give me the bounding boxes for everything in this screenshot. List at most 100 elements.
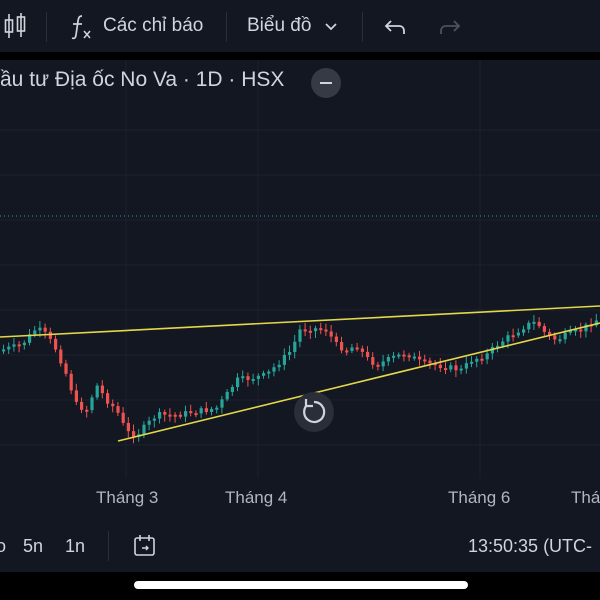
range-button-1y[interactable]: 1n [65,535,86,556]
candle-body [511,335,515,338]
candle-body [288,351,292,355]
candle-body [568,330,572,333]
candle-body [178,414,182,417]
x-axis-label-cut: Tháng [571,488,600,507]
candle-body [267,371,271,374]
clock-timezone[interactable]: 13:50:35 (UTC- [468,535,593,556]
home-indicator[interactable] [134,581,468,589]
candle-body [371,357,375,365]
candle-body [230,387,234,392]
candle-body [272,367,276,372]
candle-body [17,344,21,347]
candle-body [194,413,198,416]
symbol-title[interactable]: ầu tư Địa ốc No Va · 1D · HSX [0,68,285,91]
candle-body [418,356,422,360]
candle-body [407,355,411,358]
candle-body [355,347,359,350]
candle-body [90,397,94,411]
redo-button[interactable] [436,0,462,52]
candle-body [64,363,68,374]
range-button-partial[interactable]: o [0,535,7,556]
candle-body [277,364,281,368]
candle-body [189,411,193,414]
candles-icon [4,13,26,38]
chart-type-button[interactable] [2,0,28,52]
calendar-range-icon [134,535,155,556]
redo-icon [440,20,461,34]
chart-pane[interactable] [0,60,600,520]
collapse-legend-button[interactable] [311,68,341,98]
undo-icon [384,20,405,34]
candle-body [48,331,52,339]
reset-chart-button[interactable] [294,392,334,432]
candle-body [438,364,442,369]
candle-body [470,361,474,364]
candle-body [490,346,494,354]
candle-body [537,321,541,327]
chart-menu-label: Biểu đồ [247,15,312,36]
candle-body [106,393,110,404]
lower-trendline [117,322,600,442]
candle-body [147,420,151,425]
toolbar-separator [0,52,600,60]
chart-grid [0,60,600,478]
candle-body [397,354,401,357]
candle-body [111,403,115,407]
candle-body [496,345,500,348]
candle-body [319,328,323,331]
candle-body [173,414,177,417]
candle-body [558,339,562,342]
candle-body [402,354,406,357]
candle-body [168,414,172,417]
candle-body [298,329,302,342]
candle-body [74,390,78,402]
candle-body [163,412,167,415]
indicators-button[interactable]: Các chỉ báo [68,0,203,52]
candle-body [28,334,32,343]
range-button-5y[interactable]: 5n [23,535,44,556]
candle-body [574,329,578,332]
candle-body [501,341,505,346]
candle-body [360,348,364,352]
candle-body [293,341,297,352]
chart-menu-button[interactable]: Biểu đồ [247,0,342,52]
candle-body [95,385,99,398]
candle-body [506,335,510,342]
candle-body [516,332,520,336]
candle-body [132,431,136,437]
candle-body [69,373,73,391]
candle-body [527,322,531,330]
top-toolbar: Các chỉ báo Biểu đồ [0,0,600,52]
candle-body [475,358,479,362]
candle-body [579,329,583,332]
candle-body [262,373,266,376]
candle-body [345,350,349,353]
x-axis-label-april: Tháng 4 [225,488,288,507]
candle-body [80,401,84,410]
chevron-down-icon [325,23,338,31]
undo-button[interactable] [383,0,409,52]
candle-body [324,329,328,332]
candle-body [236,377,240,388]
candle-body [43,327,47,332]
candle-body [142,424,146,435]
candle-body [184,411,188,417]
candle-body [392,355,396,358]
candle-body [423,359,427,362]
candle-body [334,336,338,343]
date-range-button[interactable] [132,520,158,572]
candle-body [282,354,286,365]
price-chart[interactable] [0,60,600,520]
candle-body [485,353,489,360]
candle-body [33,330,37,335]
candle-body [563,332,567,340]
candle-body [444,368,448,371]
candle-body [22,342,26,346]
candle-body [54,338,58,350]
candle-body [308,330,312,333]
candle-body [215,407,219,410]
x-axis-label-march: Tháng 3 [96,488,159,507]
candle-body [7,346,11,350]
candle-body [59,349,63,364]
candles-layer [2,313,598,444]
